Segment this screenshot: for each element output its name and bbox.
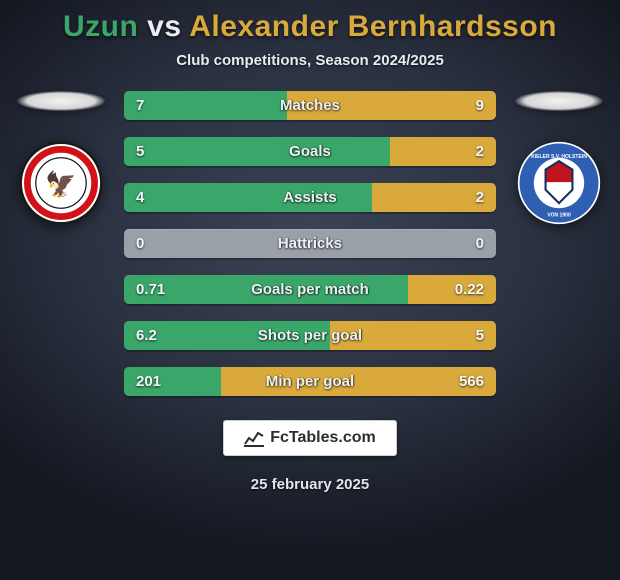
brand-text: FcTables.com xyxy=(270,429,376,447)
club-badge-left: 🦅 xyxy=(19,141,103,225)
stat-bar-hattricks: 00Hattricks xyxy=(124,229,496,258)
svg-text:VON 1900: VON 1900 xyxy=(547,213,571,219)
stat-label: Goals xyxy=(124,137,496,166)
club-badge-right-svg: KIELER S.V. HOLSTEIN VON 1900 xyxy=(517,141,601,225)
right-badge-column: KIELER S.V. HOLSTEIN VON 1900 xyxy=(504,91,614,225)
stat-bar-shots-per-goal: 6.25Shots per goal xyxy=(124,321,496,350)
date-text: 25 february 2025 xyxy=(251,476,369,493)
stat-label: Shots per goal xyxy=(124,321,496,350)
stat-bar-goals-per-match: 0.710.22Goals per match xyxy=(124,275,496,304)
club-badge-right: KIELER S.V. HOLSTEIN VON 1900 xyxy=(517,141,601,225)
player-shadow-left xyxy=(17,91,105,111)
stat-bar-goals: 52Goals xyxy=(124,137,496,166)
subtitle: Club competitions, Season 2024/2025 xyxy=(176,52,444,69)
brand-box[interactable]: FcTables.com xyxy=(223,420,397,456)
left-badge-column: 🦅 xyxy=(6,91,116,225)
main-row: 🦅 79Matches 52Goals 42Assists 00Hattricks 0.… xyxy=(0,91,620,396)
title-player-right: Alexander Bernhardsson xyxy=(189,10,557,43)
stat-label: Min per goal xyxy=(124,367,496,396)
svg-text:🦅: 🦅 xyxy=(45,169,76,199)
stat-bar-min-per-goal: 201566Min per goal xyxy=(124,367,496,396)
club-badge-left-svg: 🦅 xyxy=(19,141,103,225)
title-player-left: Uzun xyxy=(63,10,138,43)
svg-text:KIELER S.V. HOLSTEIN: KIELER S.V. HOLSTEIN xyxy=(531,154,587,160)
stat-label: Assists xyxy=(124,183,496,212)
brand-logo-icon xyxy=(244,429,264,447)
title-connector: vs xyxy=(138,10,189,43)
page-title: Uzun vs Alexander Bernhardsson xyxy=(63,10,557,44)
stat-label: Goals per match xyxy=(124,275,496,304)
stat-bar-assists: 42Assists xyxy=(124,183,496,212)
stat-bars: 79Matches 52Goals 42Assists 00Hattricks 0.71… xyxy=(116,91,504,396)
stat-label: Hattricks xyxy=(124,229,496,258)
stat-bar-matches: 79Matches xyxy=(124,91,496,120)
player-shadow-right xyxy=(515,91,603,111)
stat-label: Matches xyxy=(124,91,496,120)
comparison-card: Uzun vs Alexander Bernhardsson Club comp… xyxy=(0,0,620,580)
